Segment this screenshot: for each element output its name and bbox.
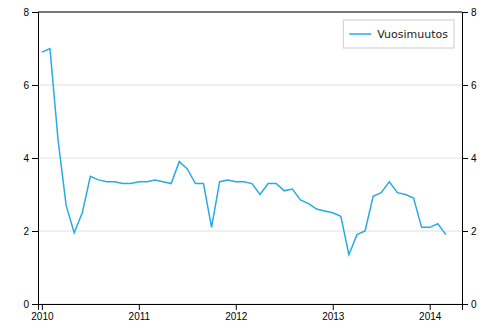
tick-label: 0 <box>471 299 477 310</box>
chart: 2010 2011 2012 2013 2014 0 2 4 6 8 0 2 4 6 8 Vuosimuuto… <box>0 0 500 330</box>
tick: 2 <box>23 226 38 237</box>
tick: 2013 <box>322 304 345 322</box>
tick-mark <box>236 304 237 310</box>
tick-mark <box>462 304 468 305</box>
tick-label: 4 <box>471 153 477 164</box>
tick-label: 8 <box>471 7 477 18</box>
tick-label: 2010 <box>31 311 54 322</box>
tick: 2010 <box>31 304 54 322</box>
legend: Vuosimuutos <box>343 20 454 48</box>
tick-mark <box>333 304 334 310</box>
axis-line <box>463 13 469 305</box>
y-grid <box>38 12 462 304</box>
y-axis: 0 2 4 6 8 <box>23 7 38 310</box>
tick: 0 <box>462 299 477 310</box>
tick-label: 8 <box>23 7 29 18</box>
tick-mark <box>32 158 38 159</box>
tick-mark <box>462 85 468 86</box>
grid-line <box>38 158 462 159</box>
grid-line <box>38 231 462 232</box>
frame <box>38 12 462 13</box>
tick: 8 <box>462 7 477 18</box>
tick-label: 6 <box>23 80 29 91</box>
tick: 2011 <box>129 304 151 322</box>
tick: 4 <box>23 153 38 164</box>
marks <box>42 49 446 255</box>
tick-mark <box>32 85 38 86</box>
tick: 2014 <box>419 304 442 322</box>
tick-label: 4 <box>23 153 29 164</box>
tick-mark <box>32 304 38 305</box>
tick: 6 <box>462 80 477 91</box>
tick: 8 <box>23 7 38 18</box>
tick-mark <box>462 12 468 13</box>
legend-item: Vuosimuutos <box>349 28 448 41</box>
tick-mark <box>462 158 468 159</box>
tick-mark <box>139 304 140 310</box>
legend-swatch <box>349 33 371 35</box>
tick-label: 2 <box>471 226 477 237</box>
tick-label: 6 <box>471 80 477 91</box>
tick: 0 <box>23 299 38 310</box>
tick-label: 2013 <box>322 311 345 322</box>
tick: 6 <box>23 80 38 91</box>
tick: 4 <box>462 153 477 164</box>
tick-label: 2011 <box>129 311 151 322</box>
tick-mark <box>462 231 468 232</box>
tick-mark <box>430 304 431 310</box>
tick: 2 <box>462 226 477 237</box>
plot: 2010 2011 2012 2013 2014 0 2 4 6 8 0 2 4 6 8 Vuosimuuto… <box>23 7 477 322</box>
legend-label: Vuosimuutos <box>377 28 448 41</box>
tick-label: 0 <box>23 299 29 310</box>
tick-label: 2 <box>23 226 29 237</box>
legend-box <box>343 20 454 48</box>
y2-axis: 0 2 4 6 8 <box>462 7 477 310</box>
tick-mark <box>42 304 43 310</box>
line <box>42 49 446 255</box>
tick-mark <box>32 231 38 232</box>
tick-label: 2014 <box>419 311 442 322</box>
tick-mark <box>32 12 38 13</box>
axis-line <box>32 13 39 305</box>
grid-line <box>38 12 462 13</box>
axis-line <box>39 305 463 311</box>
tick-label: 2012 <box>225 311 248 322</box>
grid-line <box>38 85 462 86</box>
x-axis: 2010 2011 2012 2013 2014 <box>31 304 462 322</box>
tick: 2012 <box>225 304 248 322</box>
